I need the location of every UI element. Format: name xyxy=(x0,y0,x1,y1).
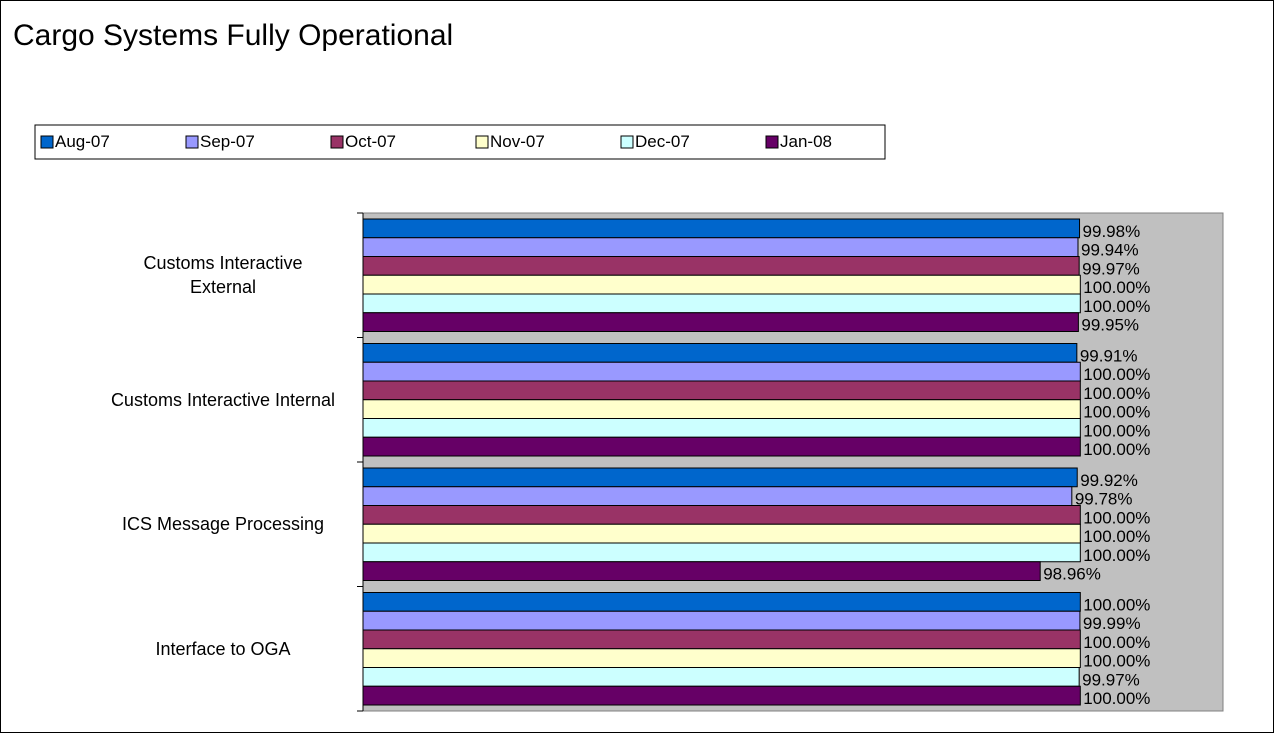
bar xyxy=(362,218,1081,239)
bar xyxy=(362,467,1078,488)
legend-swatch xyxy=(620,135,634,149)
legend-label: Dec-07 xyxy=(635,132,690,151)
bar xyxy=(362,592,1081,612)
legend-swatch xyxy=(185,135,199,149)
data-label: 100.00% xyxy=(1083,297,1150,316)
legend-swatch xyxy=(765,135,779,149)
legend-box xyxy=(34,124,886,160)
bar xyxy=(362,256,1080,276)
data-label: 100.00% xyxy=(1083,384,1150,403)
data-label: 99.94% xyxy=(1081,241,1139,260)
legend-label: Nov-07 xyxy=(490,132,545,151)
bar xyxy=(362,486,1073,506)
bar xyxy=(362,629,1081,650)
data-label: 100.00% xyxy=(1083,546,1150,565)
data-label: 100.00% xyxy=(1083,421,1150,440)
category-label: Interface to OGA xyxy=(155,638,291,659)
bar xyxy=(362,361,1081,382)
legend-swatch xyxy=(40,135,54,149)
bar xyxy=(362,436,1081,457)
bar xyxy=(362,523,1081,544)
bar xyxy=(362,312,1079,332)
data-label: 99.92% xyxy=(1080,471,1138,490)
data-label: 99.97% xyxy=(1082,259,1140,278)
bar xyxy=(362,237,1079,257)
data-label: 100.00% xyxy=(1083,595,1150,614)
data-label: 99.91% xyxy=(1080,346,1138,365)
data-label: 99.99% xyxy=(1083,614,1141,633)
bar xyxy=(362,274,1081,295)
data-label: 100.00% xyxy=(1083,633,1150,652)
bar xyxy=(362,648,1081,668)
bar xyxy=(362,343,1078,363)
data-label: 100.00% xyxy=(1083,652,1150,671)
data-label: 100.00% xyxy=(1083,689,1150,708)
category-label: Customs Interactive External xyxy=(143,253,303,298)
bar xyxy=(362,418,1081,438)
legend-label: Oct-07 xyxy=(345,132,396,151)
data-label: 99.97% xyxy=(1082,670,1140,689)
bar xyxy=(362,667,1080,687)
data-label: 100.00% xyxy=(1083,527,1150,546)
chart-title: Cargo Systems Fully Operational xyxy=(13,19,453,52)
legend-label: Aug-07 xyxy=(55,132,110,151)
data-label: 98.96% xyxy=(1043,565,1101,584)
data-label: 100.00% xyxy=(1083,440,1150,459)
legend-label: Jan-08 xyxy=(780,132,832,151)
bar xyxy=(362,380,1081,401)
legend-label: Sep-07 xyxy=(200,132,255,151)
bar xyxy=(362,399,1081,419)
bar xyxy=(362,505,1081,525)
data-label: 100.00% xyxy=(1083,278,1150,297)
bar xyxy=(362,685,1081,706)
data-label: 100.00% xyxy=(1083,403,1150,422)
data-label: 100.00% xyxy=(1083,508,1150,527)
data-label: 100.00% xyxy=(1083,365,1150,384)
category-label: Customs Interactive Internal xyxy=(110,389,336,410)
data-label: 99.95% xyxy=(1081,316,1139,335)
category-label: ICS Message Processing xyxy=(121,514,325,535)
data-label: 99.78% xyxy=(1075,490,1133,509)
bar xyxy=(362,293,1081,314)
legend-swatch xyxy=(475,135,489,149)
bar xyxy=(362,542,1081,563)
legend-swatch xyxy=(330,135,344,149)
bar xyxy=(362,610,1081,631)
data-label: 99.98% xyxy=(1083,222,1141,241)
bar xyxy=(362,561,1041,581)
